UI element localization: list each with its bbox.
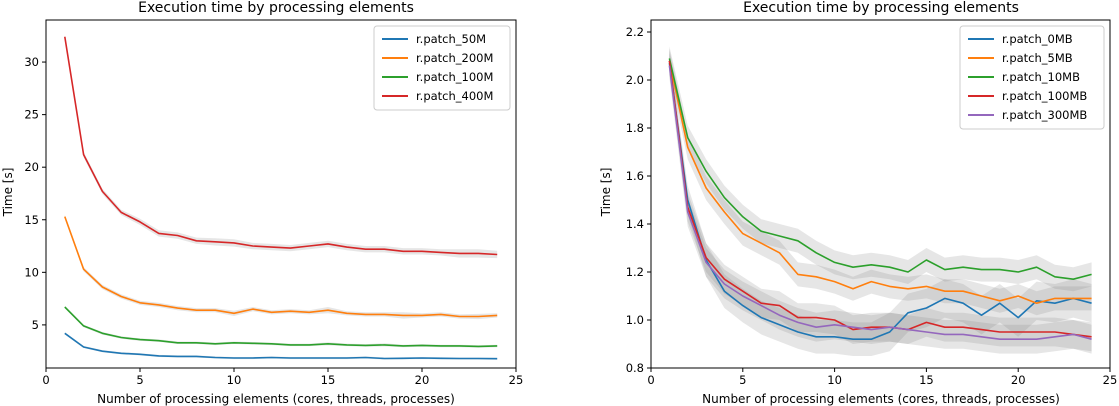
right-chart-title: Execution time by processing elements <box>743 0 1019 16</box>
legend-label-r.patch_100M: r.patch_100M <box>416 70 493 84</box>
right-y-axis-label: Time [s] <box>599 168 613 218</box>
y-tick-label: 1.4 <box>626 217 644 231</box>
y-tick-label: 5 <box>32 318 39 332</box>
series-line-r.patch_200M <box>64 216 498 318</box>
x-tick-label: 25 <box>509 373 524 387</box>
left-series-lines <box>64 36 498 360</box>
series-line-r.patch_0MB <box>668 63 1092 341</box>
right-x-axis-label: Number of processing elements (cores, th… <box>702 392 1060 406</box>
series-line-r.patch_400M <box>64 36 498 256</box>
legend-label-r.patch_5MB: r.patch_5MB <box>1002 51 1073 65</box>
x-tick-label: 0 <box>42 373 49 387</box>
legend-label-r.patch_0MB: r.patch_0MB <box>1002 32 1073 46</box>
band-r.patch_100MB <box>669 48 1092 352</box>
x-tick-label: 5 <box>739 373 746 387</box>
band-r.patch_300MB <box>669 53 1092 354</box>
legend-box <box>373 25 511 111</box>
legend-label-r.patch_400M: r.patch_400M <box>416 89 493 103</box>
y-tick-label: 1.2 <box>626 265 644 279</box>
legend-label-r.patch_300MB: r.patch_300MB <box>1002 108 1087 122</box>
y-tick-label: 15 <box>24 213 39 227</box>
x-tick-label: 0 <box>647 373 654 387</box>
y-tick-label: 2.2 <box>626 25 644 39</box>
y-tick-label: 1.0 <box>626 313 644 327</box>
right-x-ticks: 0 5 10 15 20 25 <box>647 368 1117 387</box>
x-tick-label: 15 <box>321 373 336 387</box>
left-legend: r.patch_50M r.patch_200M r.patch_100M r.pat… <box>373 25 511 111</box>
left-plot-frame <box>45 19 517 369</box>
right-series-lines <box>668 58 1092 341</box>
x-tick-label: 5 <box>136 373 143 387</box>
legend-label-r.patch_100MB: r.patch_100MB <box>1002 89 1087 103</box>
right-plot-frame <box>650 19 1111 369</box>
left-chart-panel: Execution time by processing elements 0 5… <box>1 0 523 406</box>
right-y-ticks: 0.8 1.0 1.2 1.4 1.6 1.8 2.0 2.2 <box>626 25 651 375</box>
series-line-r.patch_300MB <box>668 65 1092 341</box>
series-line-r.patch_10MB <box>668 58 1092 281</box>
y-tick-label: 25 <box>24 108 39 122</box>
series-line-r.patch_100MB <box>668 60 1092 338</box>
y-tick-label: 0.8 <box>626 361 644 375</box>
band-r.patch_5MB <box>669 48 1092 316</box>
left-chart-title: Execution time by processing elements <box>138 0 414 16</box>
left-x-axis-label: Number of processing elements (cores, th… <box>97 392 455 406</box>
x-tick-label: 20 <box>1011 373 1026 387</box>
series-line-r.patch_100M <box>64 306 498 348</box>
y-tick-label: 10 <box>24 265 39 279</box>
series-line-r.patch_50M <box>64 332 498 360</box>
band-r.patch_200M <box>64 215 498 320</box>
x-tick-label: 25 <box>1103 373 1118 387</box>
x-tick-label: 10 <box>227 373 242 387</box>
x-tick-label: 20 <box>415 373 430 387</box>
right-legend: r.patch_0MB r.patch_5MB r.patch_10MB r.patc… <box>959 25 1105 130</box>
right-chart-panel: Execution time by processing elements 0 5… <box>599 0 1117 406</box>
left-y-ticks: 5 10 15 20 25 30 <box>24 55 46 332</box>
x-tick-label: 10 <box>827 373 842 387</box>
y-tick-label: 30 <box>24 55 39 69</box>
y-tick-label: 2.0 <box>626 73 644 87</box>
left-y-axis-label: Time [s] <box>1 168 15 218</box>
legend-box <box>959 25 1105 130</box>
y-tick-label: 1.6 <box>626 169 644 183</box>
right-confidence-bands <box>669 46 1092 356</box>
legend-label-r.patch_10MB: r.patch_10MB <box>1002 70 1080 84</box>
series-line-r.patch_5MB <box>668 60 1092 305</box>
left-x-ticks: 0 5 10 15 20 25 <box>42 368 523 387</box>
legend-label-r.patch_50M: r.patch_50M <box>416 32 486 46</box>
x-tick-label: 15 <box>919 373 934 387</box>
band-r.patch_10MB <box>669 46 1092 292</box>
y-tick-label: 20 <box>24 160 39 174</box>
y-tick-label: 1.8 <box>626 121 644 135</box>
legend-label-r.patch_200M: r.patch_200M <box>416 51 493 65</box>
